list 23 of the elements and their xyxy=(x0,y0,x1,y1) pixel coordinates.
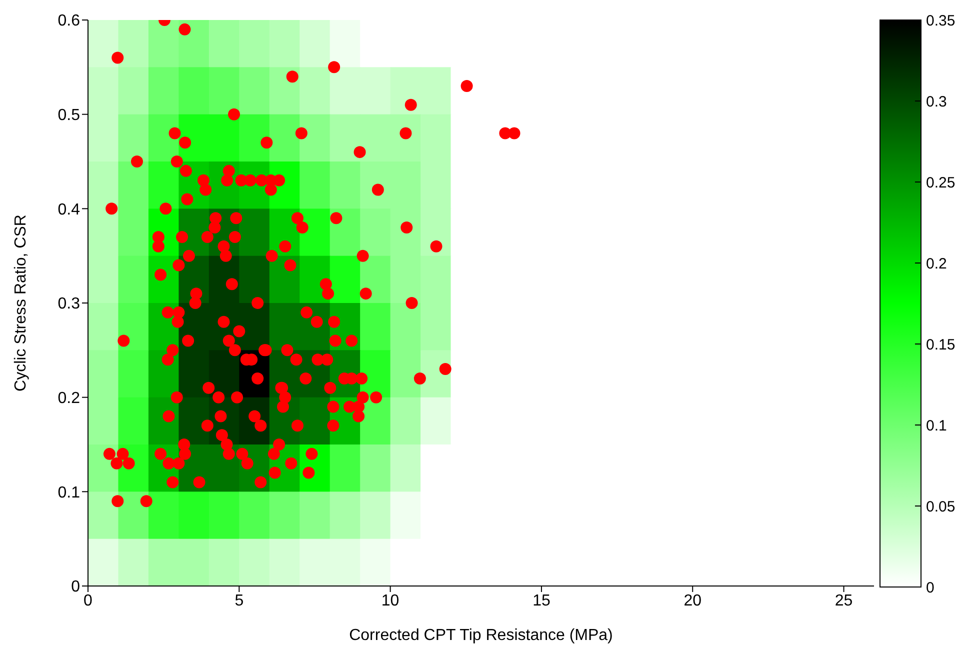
color-bar-label: 0.2 xyxy=(926,255,947,272)
y-tick-label: 0.1 xyxy=(58,484,80,502)
x-tick-label: 5 xyxy=(234,592,244,610)
y-tick-label: 0 xyxy=(71,578,80,596)
y-tick-label: 0.6 xyxy=(58,12,80,30)
x-tick-label: 20 xyxy=(684,592,702,610)
color-bar-label: 0.25 xyxy=(926,174,956,192)
color-bar-label: 0.35 xyxy=(926,12,956,30)
x-tick-label: 10 xyxy=(381,592,400,610)
color-bar-label: 0.05 xyxy=(926,498,956,516)
x-tick-label: 0 xyxy=(84,592,93,610)
y-tick-label: 0.5 xyxy=(58,107,80,124)
color-bar-label: 0 xyxy=(926,579,934,596)
x-axis-title: Corrected CPT Tip Resistance (MPa) xyxy=(349,627,613,644)
x-tick-label: 25 xyxy=(834,592,853,610)
color-bar-label: 0.1 xyxy=(926,417,947,434)
x-tick-label: 15 xyxy=(532,592,550,610)
y-tick-label: 0.4 xyxy=(58,201,80,218)
color-bar-label: 0.3 xyxy=(926,93,947,110)
color-bar-label: 0.15 xyxy=(926,336,956,354)
y-tick-label: 0.3 xyxy=(58,296,80,313)
y-tick-label: 0.2 xyxy=(58,390,80,408)
y-axis-title: Cyclic Stress Ratio, CSR xyxy=(12,214,30,392)
